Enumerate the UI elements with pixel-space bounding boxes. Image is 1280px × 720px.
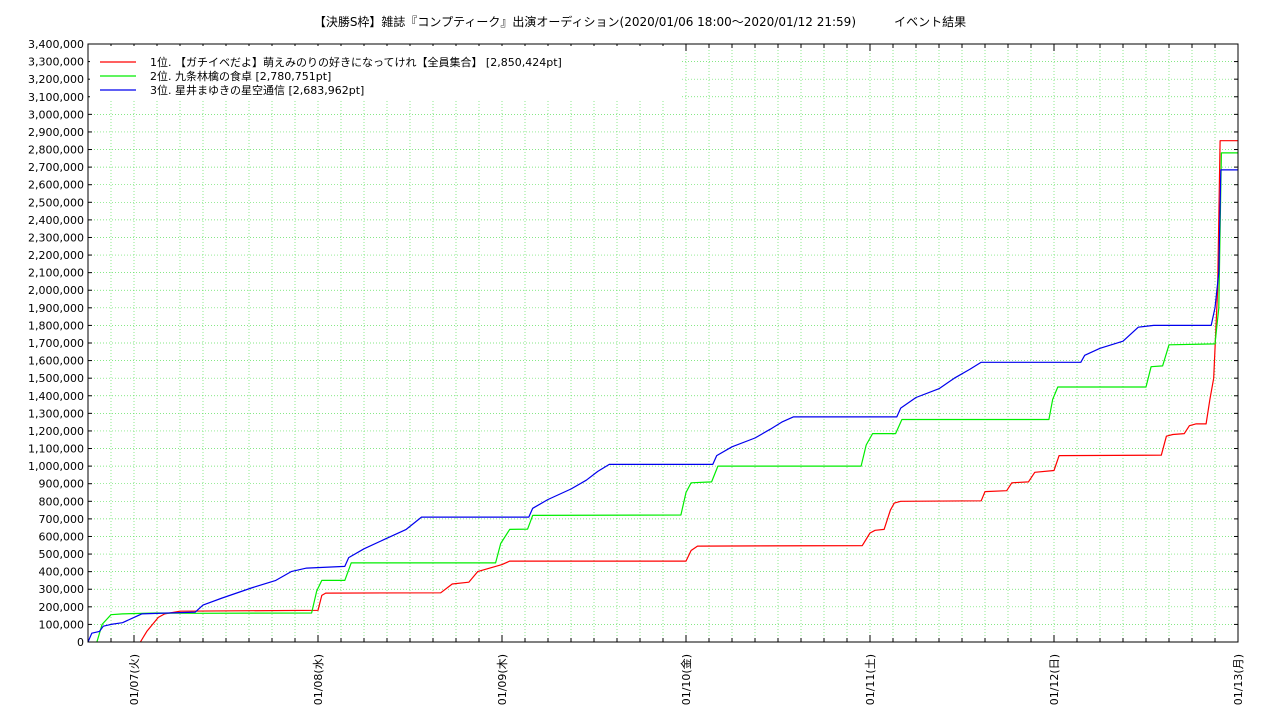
y-tick-label: 2,500,000 bbox=[28, 196, 84, 209]
x-tick-label: 01/09(木) bbox=[496, 654, 509, 705]
axis-ticks: 0 100,000 200,000 300,000 400,000 500,000 600,… bbox=[28, 38, 1245, 705]
y-tick-label: 1,600,000 bbox=[28, 355, 84, 368]
y-tick-label: 2,900,000 bbox=[28, 126, 84, 139]
y-tick-label: 2,300,000 bbox=[28, 231, 84, 244]
y-tick-label: 1,700,000 bbox=[28, 337, 84, 350]
x-tick-label: 01/11(土) bbox=[864, 654, 877, 705]
y-tick-label: 3,200,000 bbox=[28, 73, 84, 86]
y-tick-label: 1,900,000 bbox=[28, 302, 84, 315]
y-tick-label: 1,800,000 bbox=[28, 319, 84, 332]
y-tick-label: 600,000 bbox=[39, 530, 85, 543]
legend-box bbox=[90, 46, 682, 100]
legend-label: 2位. 九条林檎の食卓 [2,780,751pt] bbox=[150, 69, 331, 83]
y-tick-label: 2,200,000 bbox=[28, 249, 84, 262]
y-tick-label: 2,100,000 bbox=[28, 267, 84, 280]
series-lines bbox=[87, 140, 1238, 643]
y-tick-label: 700,000 bbox=[39, 513, 85, 526]
chart-title-suffix: イベント結果 bbox=[894, 15, 967, 29]
y-tick-label: 0 bbox=[77, 636, 84, 649]
legend: 1位. 【ガチイベだよ】萌えみのりの好きになってけれ【全員集合】 [2,850,… bbox=[90, 46, 682, 100]
y-tick-label: 3,300,000 bbox=[28, 56, 84, 69]
x-tick-label: 01/12(日) bbox=[1048, 654, 1061, 705]
y-tick-label: 2,600,000 bbox=[28, 179, 84, 192]
plot-area bbox=[88, 44, 1238, 642]
y-tick-label: 2,800,000 bbox=[28, 144, 84, 157]
y-tick-label: 2,000,000 bbox=[28, 284, 84, 297]
y-tick-label: 3,100,000 bbox=[28, 91, 84, 104]
x-tick-label: 01/13(月) bbox=[1232, 654, 1245, 705]
series-line bbox=[87, 169, 1238, 643]
y-tick-label: 1,100,000 bbox=[28, 443, 84, 456]
series-line bbox=[139, 140, 1238, 643]
x-tick-label: 01/10(金) bbox=[679, 654, 693, 705]
y-tick-label: 800,000 bbox=[39, 495, 85, 508]
y-tick-label: 200,000 bbox=[39, 601, 85, 614]
y-tick-label: 3,400,000 bbox=[28, 38, 84, 51]
y-tick-label: 100,000 bbox=[39, 618, 85, 631]
chart-title: 【決勝S枠】雑誌『コンプティーク』出演オーディション(2020/01/06 18… bbox=[0, 13, 1280, 30]
y-tick-label: 1,000,000 bbox=[28, 460, 84, 473]
series-line bbox=[96, 152, 1238, 643]
y-tick-label: 1,200,000 bbox=[28, 425, 84, 438]
legend-label: 3位. 星井まゆきの星空通信 [2,683,962pt] bbox=[150, 83, 364, 97]
y-tick-label: 500,000 bbox=[39, 548, 85, 561]
legend-label: 1位. 【ガチイベだよ】萌えみのりの好きになってけれ【全員集合】 [2,850,… bbox=[150, 55, 562, 69]
y-tick-label: 2,400,000 bbox=[28, 214, 84, 227]
x-tick-label: 01/07(火) bbox=[128, 654, 141, 705]
y-tick-label: 1,300,000 bbox=[28, 407, 84, 420]
chart-title-main: 【決勝S枠】雑誌『コンプティーク』出演オーディション(2020/01/06 18… bbox=[313, 15, 856, 29]
y-tick-label: 1,500,000 bbox=[28, 372, 84, 385]
y-tick-label: 400,000 bbox=[39, 566, 85, 579]
x-tick-label: 01/08(水) bbox=[312, 654, 325, 705]
y-tick-label: 900,000 bbox=[39, 478, 85, 491]
y-tick-label: 300,000 bbox=[39, 583, 85, 596]
y-tick-label: 3,000,000 bbox=[28, 108, 84, 121]
y-tick-label: 1,400,000 bbox=[28, 390, 84, 403]
grid bbox=[88, 44, 1238, 642]
y-tick-label: 2,700,000 bbox=[28, 161, 84, 174]
